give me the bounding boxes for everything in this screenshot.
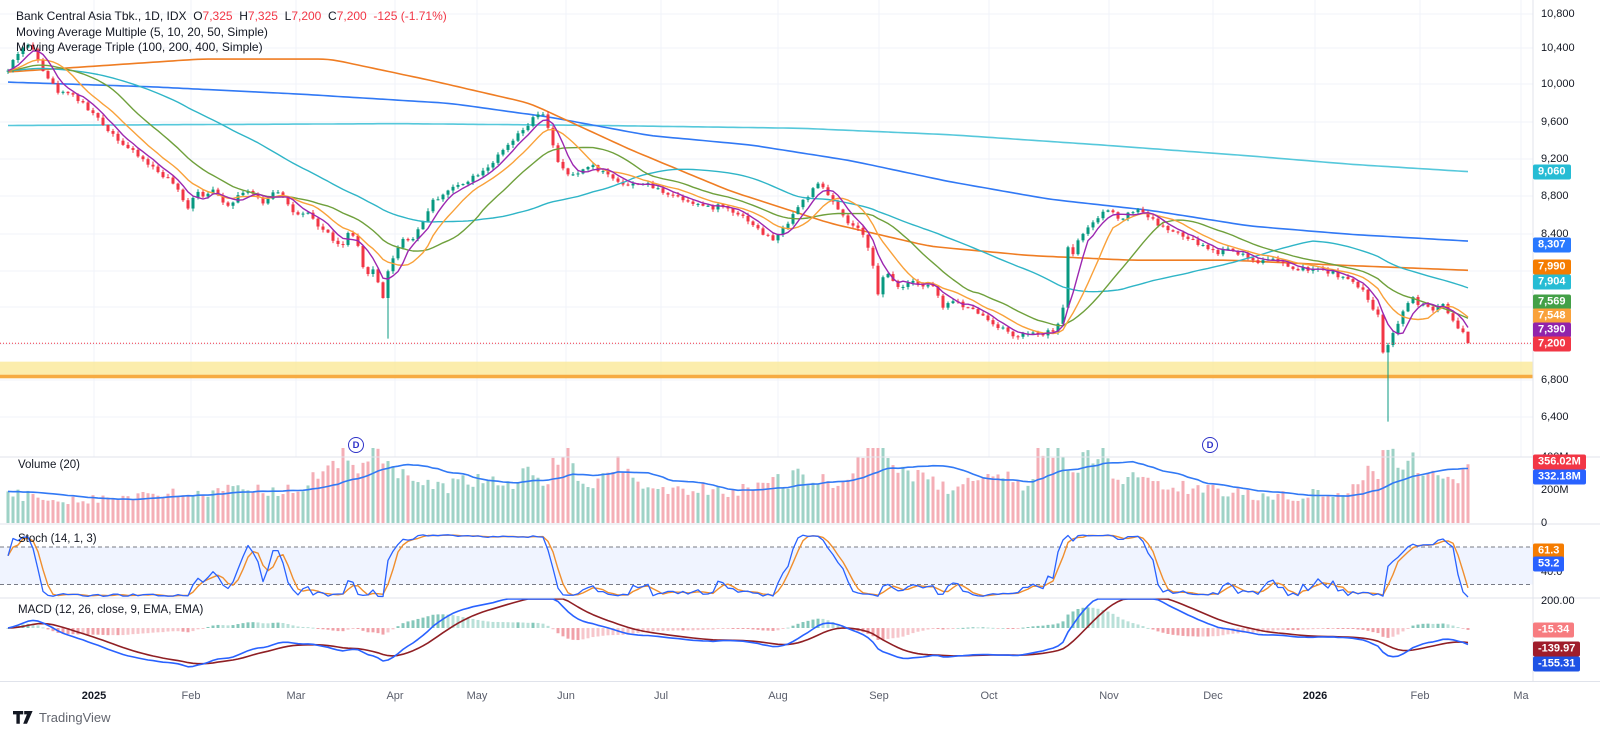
ma200-badge: 8,307: [1533, 237, 1571, 253]
volume-pane: [6, 448, 1470, 523]
month-label: Mar: [286, 690, 306, 702]
close-value: 7,200: [336, 9, 367, 23]
close-label: C: [328, 9, 337, 23]
support-zone: [0, 361, 1533, 379]
ma50-badge: 7,904: [1533, 274, 1571, 290]
month-label: May: [466, 690, 488, 702]
legend: Bank Central Asia Tbk., 1D, IDX O7,325 H…: [16, 9, 447, 56]
ma10-badge: 7,548: [1533, 308, 1571, 324]
stoch-pane-label[interactable]: Stoch (14, 1, 3): [18, 533, 97, 545]
price-tick: 10,800: [1541, 8, 1575, 20]
ma-multiple-legend[interactable]: Moving Average Multiple (5, 10, 20, 50, …: [16, 24, 268, 39]
month-label: Oct: [980, 690, 998, 702]
month-label: Sep: [869, 690, 889, 702]
tradingview-logo-icon: [13, 710, 33, 724]
ma-triple-legend[interactable]: Moving Average Triple (100, 200, 400, Si…: [16, 40, 263, 54]
tradingview-logo[interactable]: TradingView: [13, 710, 111, 725]
ma100-badge: 7,990: [1533, 259, 1571, 275]
dividend-marker[interactable]: D: [348, 437, 364, 453]
month-label: Ma: [1513, 690, 1529, 702]
month-label: Feb: [1410, 690, 1430, 702]
low-label: L: [284, 9, 292, 23]
volume-tick: 0: [1541, 517, 1548, 529]
volume-pane-label[interactable]: Volume (20): [18, 459, 81, 471]
stoch-pane: [0, 534, 1533, 598]
volume-ma-badge: 332.18M: [1533, 469, 1586, 485]
macd-line-badge: -155.31: [1533, 656, 1581, 672]
month-label: Jun: [557, 690, 575, 702]
dividend-marker[interactable]: D: [1202, 437, 1218, 453]
month-label: Aug: [768, 690, 788, 702]
price-tick: 6,400: [1541, 411, 1569, 423]
symbol-title-row[interactable]: Bank Central Asia Tbk., 1D, IDX O7,325 H…: [16, 9, 447, 25]
volume-badge: 356.02M: [1533, 454, 1586, 470]
month-label: Jul: [653, 690, 669, 702]
month-label: Nov: [1099, 690, 1119, 702]
change-value: -125 (-1.71%): [373, 9, 447, 23]
price-tick: 8,800: [1541, 190, 1569, 202]
stoch-d-badge: 61.3: [1533, 543, 1565, 559]
last-price-badge: 7,200: [1533, 336, 1571, 352]
open-label: O: [193, 9, 203, 23]
high-label: H: [239, 9, 248, 23]
time-axis[interactable]: 2025 Feb Mar Apr May Jun Jul Aug Sep Oct Nov Dec 202…: [0, 681, 1600, 709]
macd-pane: [6, 598, 1470, 668]
macd-hist-badge: -15.34: [1533, 622, 1575, 638]
tradingview-logo-text: TradingView: [39, 710, 111, 725]
ma5-badge: 7,390: [1533, 322, 1571, 338]
year-label: 2025: [81, 690, 107, 702]
price-tick: 9,200: [1541, 153, 1569, 165]
macd-signal-badge: -139.97: [1533, 641, 1581, 657]
low-value: 7,200: [291, 9, 322, 23]
macd-tick: 200.00: [1541, 595, 1575, 607]
price-tick: 8,400: [1541, 228, 1569, 240]
volume-tick: 200M: [1541, 484, 1569, 496]
price-tick: 9,600: [1541, 116, 1569, 128]
price-tick: 6,800: [1541, 374, 1569, 386]
month-label: Apr: [386, 690, 404, 702]
main-pane: [0, 0, 1533, 457]
macd-pane-label[interactable]: MACD (12, 26, close, 9, EMA, EMA): [18, 604, 204, 616]
price-tick: 10,000: [1541, 78, 1575, 90]
month-label: Feb: [181, 690, 201, 702]
year-label: 2026: [1302, 690, 1328, 702]
price-scale[interactable]: 10,800 10,400 10,000 9,600 9,200 8,800 8,400 6,…: [1533, 0, 1600, 708]
price-tick: 10,400: [1541, 42, 1575, 54]
ma400-badge: 9,060: [1533, 164, 1571, 180]
ma20-badge: 7,569: [1533, 294, 1571, 310]
symbol-title: Bank Central Asia Tbk., 1D, IDX: [16, 9, 187, 23]
open-value: 7,325: [202, 9, 233, 23]
stoch-k-badge: 53.2: [1533, 556, 1565, 572]
month-label: Dec: [1203, 690, 1223, 702]
high-value: 7,325: [247, 9, 278, 23]
